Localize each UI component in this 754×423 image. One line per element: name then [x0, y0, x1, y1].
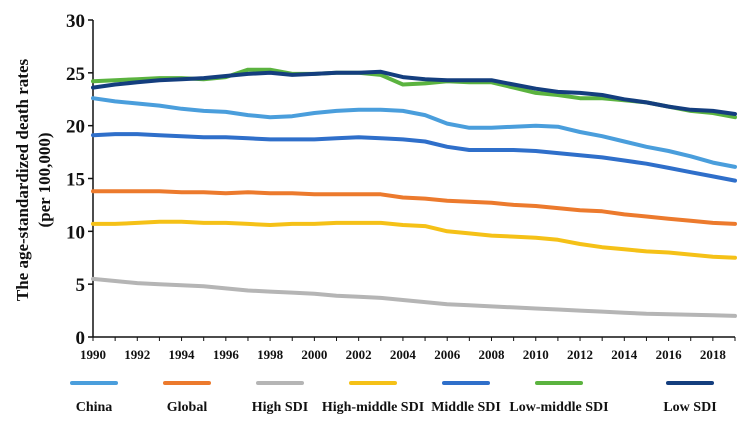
y-axis-label-line2: (per 100,000) [35, 132, 54, 227]
legend-label-low-middle-sdi: Low-middle SDI [509, 400, 608, 415]
legend-label-low-sdi: Low SDI [663, 400, 716, 415]
legend: China Global High SDI High-middle SDI Middle… [70, 381, 717, 415]
x-tick-label: 1992 [124, 347, 150, 362]
y-tick-label: 30 [66, 11, 85, 32]
series-line-high-sdi [91, 276, 737, 318]
x-tick-label: 2010 [523, 347, 549, 362]
legend-label-high-middle-sdi: High-middle SDI [322, 400, 424, 415]
x-tick-label: 1998 [257, 347, 284, 362]
y-tick-label: 15 [66, 170, 85, 191]
axes: 0 5 10 15 20 25 30 1990 1992 1994 1996 1998 2000 2002… [66, 11, 736, 362]
legend-label-global: Global [167, 400, 208, 415]
x-tick-label: 2006 [434, 347, 461, 362]
series-line-low-sdi [91, 69, 737, 116]
x-tick-label: 2016 [656, 347, 683, 362]
legend-label-china: China [76, 400, 113, 415]
y-axis-label-line1: The age-standardized death rates [13, 58, 32, 301]
x-tick-label: 2014 [611, 347, 638, 362]
y-tick-label: 0 [76, 328, 86, 349]
y-tick-label: 5 [76, 275, 86, 296]
legend-label-middle-sdi: Middle SDI [431, 400, 501, 415]
series-line-high-middle-sdi [91, 219, 737, 260]
series-line-middle-sdi [91, 132, 737, 183]
x-tick-label: 2004 [390, 347, 417, 362]
y-tick-label: 25 [66, 64, 85, 85]
x-tick-label: 1990 [80, 347, 106, 362]
x-tick-label: 2008 [478, 347, 505, 362]
x-tick-label: 1996 [213, 347, 240, 362]
x-tick-label: 1994 [169, 347, 196, 362]
series-line-global [91, 189, 737, 226]
x-tick-label: 2012 [567, 347, 593, 362]
x-tick-label: 2002 [346, 347, 372, 362]
series-line-china [91, 96, 737, 169]
legend-label-high-sdi: High SDI [252, 400, 308, 415]
x-tick-label: 2018 [700, 347, 727, 362]
series-lines [91, 67, 737, 318]
y-tick-label: 20 [66, 117, 85, 138]
y-tick-label: 10 [66, 222, 85, 243]
x-tick-label: 2000 [301, 347, 327, 362]
